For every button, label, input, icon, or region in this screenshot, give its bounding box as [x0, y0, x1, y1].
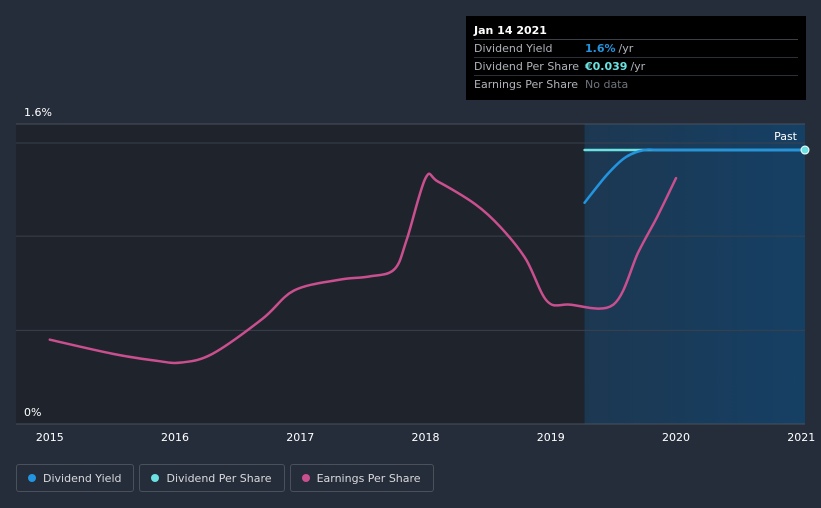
tooltip-value: 1.6% [585, 42, 616, 55]
tooltip-label: Dividend Per Share [474, 60, 580, 73]
past-region-label: Past [774, 130, 798, 143]
legend-item-dividend-per-share[interactable]: Dividend Per Share [139, 464, 285, 492]
tooltip-unit: /yr [630, 60, 646, 73]
hover-tooltip: Jan 14 2021 Dividend Yield 1.6% /yr Divi… [466, 16, 806, 100]
legend-dot-icon [151, 474, 160, 482]
series-line-dividend-yield [583, 148, 807, 204]
tooltip-row-earnings-per-share: Earnings Per Share No data [474, 76, 798, 93]
tooltip-value: €0.039 [585, 60, 628, 73]
x-tick-label: 2017 [286, 431, 314, 444]
x-tick-label: 2019 [537, 431, 565, 444]
series-end-marker [800, 145, 810, 155]
y-tick-label: 0% [24, 406, 41, 419]
gridlines [16, 123, 805, 425]
x-tick-label: 2020 [662, 431, 690, 444]
legend-label: Earnings Per Share [316, 471, 421, 485]
plot-background [16, 124, 805, 424]
tooltip-label: Dividend Yield [474, 42, 553, 55]
x-tick-label: 2018 [412, 431, 440, 444]
axis-labels: 2015 2016 2017 2018 2019 2020 2021 1.6% 0% [24, 106, 815, 444]
past-region [584, 124, 805, 424]
tooltip-value: No data [585, 78, 629, 91]
legend-label: Dividend Per Share [166, 471, 272, 485]
legend-item-earnings-per-share[interactable]: Earnings Per Share [289, 464, 434, 492]
legend-item-dividend-yield[interactable]: Dividend Yield [16, 464, 135, 492]
tooltip-row-dividend-yield: Dividend Yield 1.6% /yr [474, 40, 798, 58]
x-tick-label: 2021 [787, 431, 815, 444]
legend-dot-icon [301, 474, 310, 482]
chart-legend: Dividend Yield Dividend Per Share Earnin… [16, 464, 434, 492]
legend-label: Dividend Yield [43, 471, 122, 485]
x-tick-label: 2016 [161, 431, 189, 444]
series-line-earnings-per-share [48, 172, 678, 365]
legend-dot-icon [28, 474, 36, 482]
x-tick-label: 2015 [36, 431, 64, 444]
tooltip-row-dividend-per-share: Dividend Per Share €0.039 /yr [474, 58, 798, 76]
tooltip-unit: /yr [618, 42, 634, 55]
tooltip-label: Earnings Per Share [474, 78, 579, 91]
y-tick-label: 1.6% [24, 106, 52, 119]
tooltip-date: Jan 14 2021 [474, 22, 798, 40]
series-lines [48, 145, 810, 365]
